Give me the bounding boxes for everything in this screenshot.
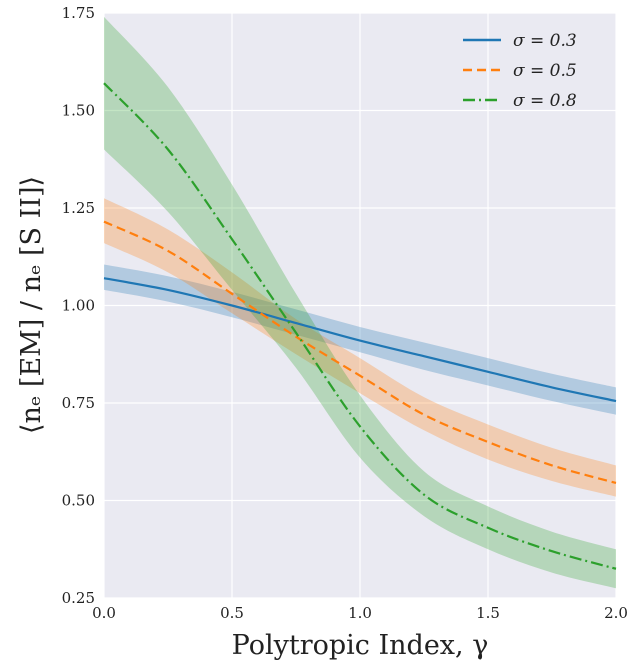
y-axis-label: ⟨nₑ [EM] / nₑ [S II]⟩	[16, 176, 47, 434]
x-axis-label: Polytropic Index, γ	[232, 630, 489, 661]
y-tick-label: 0.25	[62, 589, 95, 607]
legend-label: σ = 0.8	[513, 91, 577, 111]
series-line	[103, 82, 617, 570]
y-tick-label: 1.50	[62, 102, 95, 120]
x-tick-label: 1.5	[476, 604, 500, 622]
x-tick-label: 2.0	[604, 604, 628, 622]
series-line	[103, 277, 617, 403]
x-tick-label: 1.0	[348, 604, 372, 622]
series-line	[103, 220, 617, 485]
legend-label: σ = 0.3	[513, 31, 577, 51]
x-tick-label: 0.5	[220, 604, 244, 622]
legend: σ = 0.3 σ = 0.5 σ = 0.8	[463, 31, 577, 111]
confidence-band	[104, 198, 616, 497]
confidence-band	[104, 16, 616, 589]
x-tick-label: 0.0	[92, 604, 116, 622]
legend-label: σ = 0.5	[513, 61, 577, 81]
series-lines	[103, 82, 617, 570]
y-tick-label: 1.75	[62, 4, 95, 22]
y-tick-label: 0.50	[62, 492, 95, 510]
y-tick-label: 0.75	[62, 394, 95, 412]
y-tick-label: 1.25	[62, 199, 95, 217]
x-tick-labels: 0.0 0.5 1.0 1.5 2.0	[92, 604, 628, 622]
y-tick-labels: 0.25 0.50 0.75 1.00 1.25 1.50 1.75	[62, 4, 95, 607]
y-tick-label: 1.00	[62, 297, 95, 315]
